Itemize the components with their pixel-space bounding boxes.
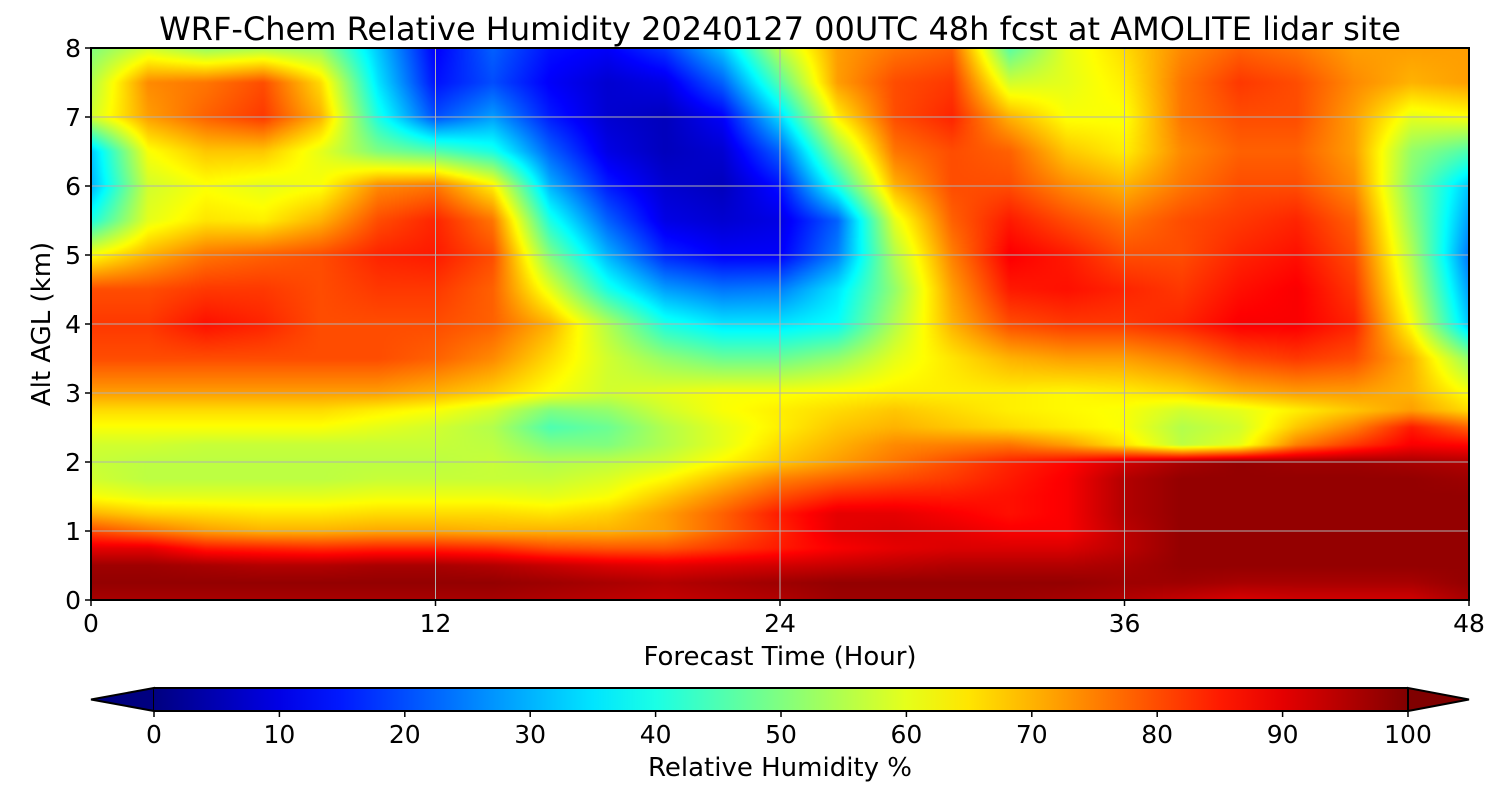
x-tick-label: 36 [1109, 609, 1141, 638]
y-tick-label: 3 [65, 379, 81, 408]
colorbar-tick-label: 60 [890, 720, 922, 749]
x-tick-label: 12 [420, 609, 452, 638]
colorbar-tick-label: 100 [1384, 720, 1432, 749]
y-tick-label: 7 [65, 103, 81, 132]
x-tick-label: 48 [1453, 609, 1485, 638]
colorbar-tick-label: 70 [1016, 720, 1048, 749]
colorbar: 0 10 20 30 40 50 60 70 80 90 100 [90, 686, 1470, 749]
y-tick-label: 5 [65, 241, 81, 270]
plot-area [90, 47, 1470, 601]
colorbar-tick-label: 0 [146, 720, 162, 749]
x-tick-label: 0 [83, 609, 99, 638]
colorbar-left-extension [90, 686, 155, 713]
colorbar-tick-label: 20 [389, 720, 421, 749]
colorbar-tick-label: 90 [1267, 720, 1299, 749]
y-axis-ticks: 0 1 2 3 4 5 6 7 8 [65, 34, 91, 615]
colorbar-label: Relative Humidity % [648, 753, 912, 783]
colorbar-tick-label: 10 [263, 720, 295, 749]
x-tick-label: 24 [764, 609, 796, 638]
colorbar-tick-label: 50 [765, 720, 797, 749]
y-tick-label: 6 [65, 172, 81, 201]
x-axis-ticks: 0 12 24 36 48 [83, 600, 1485, 638]
colorbar-right-extension [1407, 686, 1470, 713]
chart-title: WRF-Chem Relative Humidity 20240127 00UT… [159, 10, 1401, 48]
y-tick-label: 8 [65, 34, 81, 63]
y-tick-label: 4 [65, 310, 81, 339]
colorbar-tick-label: 30 [514, 720, 546, 749]
colorbar-tick-label: 80 [1141, 720, 1173, 749]
x-axis-label: Forecast Time (Hour) [643, 642, 916, 672]
y-tick-label: 2 [65, 448, 81, 477]
y-tick-label: 1 [65, 517, 81, 546]
y-tick-label: 0 [65, 586, 81, 615]
colorbar-ticks: 0 10 20 30 40 50 60 70 80 90 100 [146, 711, 1432, 749]
colorbar-gradient [154, 688, 1408, 711]
colorbar-tick-label: 40 [640, 720, 672, 749]
y-axis-label: Alt AGL (km) [27, 242, 57, 406]
